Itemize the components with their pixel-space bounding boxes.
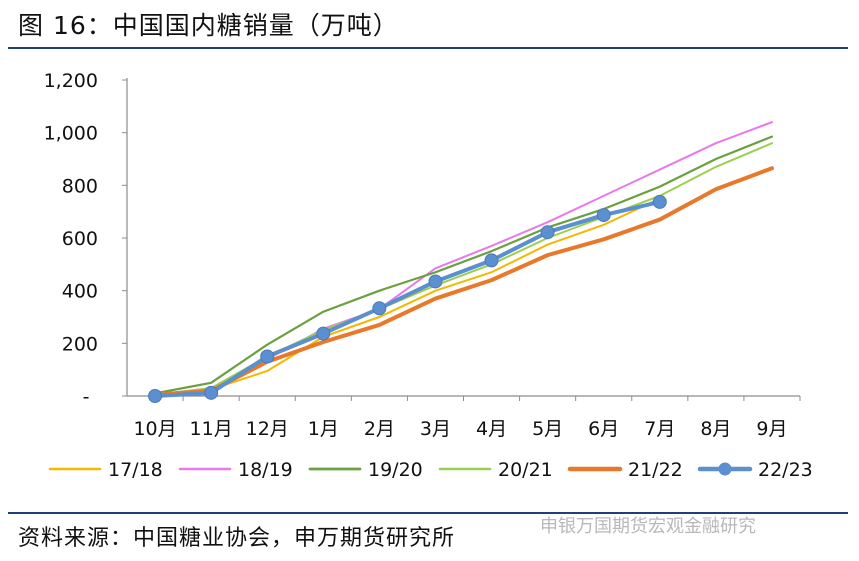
data-point-22-23 [204,385,219,400]
footer-divider [8,512,848,514]
data-point-22-23 [148,389,163,403]
x-tick-label: 7月 [644,418,675,440]
x-tick-label: 2月 [364,418,395,440]
title-divider [8,47,848,49]
x-tick-label: 1月 [308,418,339,440]
y-tick-label: 1,200 [44,70,98,92]
series-line-17-18 [154,197,661,396]
source-note: 资料来源：中国糖业协会，申万期货研究所 [18,526,456,551]
x-tick-label: 10月 [133,418,176,440]
legend-label-19-20: 19/20 [368,459,423,481]
x-tick-label: 5月 [532,418,563,440]
y-tick-label: 200 [62,333,98,355]
legend-marker-22-23 [718,462,732,476]
y-tick-label: 400 [62,281,98,303]
x-tick-label: 8月 [700,418,731,440]
data-point-22-23 [596,208,611,223]
legend-label-18-19: 18/19 [238,459,293,481]
data-point-22-23 [484,253,499,268]
x-tick-label: 6月 [588,418,619,440]
data-point-22-23 [260,349,275,364]
data-point-22-23 [372,301,387,316]
legend-label-20-21: 20/21 [498,459,553,481]
data-point-22-23 [316,326,331,341]
series-line-22-23 [153,199,662,398]
legend-label-21-22: 21/22 [628,459,683,481]
legend-label-17-18: 17/18 [108,459,163,481]
legend-label-22-23: 22/23 [758,459,813,481]
data-point-22-23 [652,194,667,209]
data-point-22-23 [540,225,555,240]
watermark-text: 申银万国期货宏观金融研究 [540,516,756,537]
y-tick-label: - [83,386,90,408]
series-line-18-19 [154,121,773,396]
y-tick-label: 1,000 [44,123,98,145]
x-tick-label: 12月 [246,418,289,440]
y-tick-label: 800 [62,175,98,197]
x-tick-label: 11月 [190,418,233,440]
x-tick-label: 3月 [420,418,451,440]
x-tick-label: 4月 [476,418,507,440]
chart-title: 图 16：中国国内糖销量（万吨） [18,11,399,40]
data-point-22-23 [428,274,443,289]
x-tick-label: 9月 [756,418,787,440]
series-line-19-20 [153,135,774,395]
series-line-21-22 [153,166,774,397]
y-tick-label: 600 [62,228,98,250]
